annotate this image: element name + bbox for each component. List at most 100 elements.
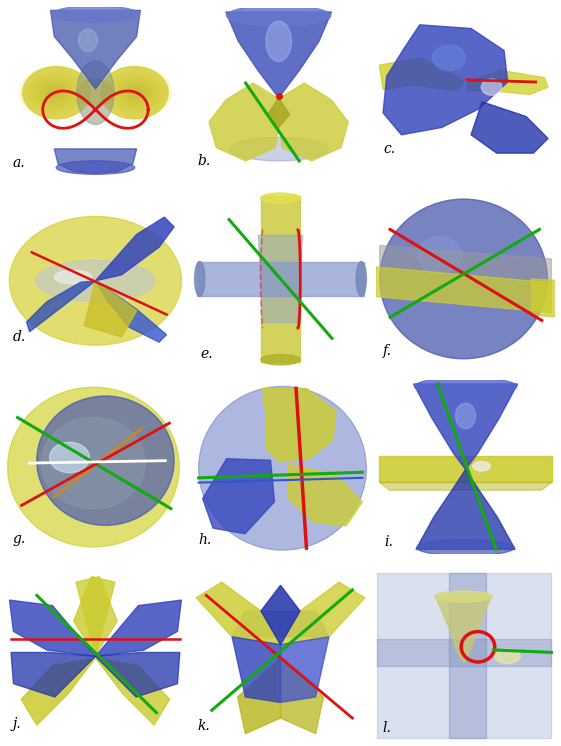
Ellipse shape (456, 403, 476, 429)
Ellipse shape (44, 86, 65, 99)
Polygon shape (76, 577, 117, 655)
Text: a.: a. (13, 156, 25, 170)
Polygon shape (416, 469, 515, 549)
Polygon shape (261, 195, 300, 362)
Polygon shape (11, 653, 95, 697)
Ellipse shape (125, 84, 149, 101)
Polygon shape (95, 653, 180, 697)
Ellipse shape (56, 161, 135, 175)
Ellipse shape (109, 73, 164, 113)
Ellipse shape (38, 81, 71, 104)
Polygon shape (232, 637, 280, 703)
Polygon shape (288, 464, 362, 526)
Ellipse shape (417, 540, 514, 556)
Ellipse shape (43, 85, 66, 100)
Polygon shape (203, 459, 274, 533)
Polygon shape (379, 456, 552, 482)
Ellipse shape (41, 84, 67, 102)
Text: b.: b. (198, 154, 211, 169)
Text: k.: k. (198, 719, 210, 733)
Ellipse shape (47, 87, 62, 98)
Ellipse shape (266, 21, 292, 61)
Polygon shape (449, 572, 486, 738)
Text: g.: g. (13, 532, 26, 546)
Ellipse shape (24, 71, 85, 115)
Ellipse shape (103, 68, 170, 117)
Ellipse shape (473, 462, 490, 471)
Polygon shape (379, 58, 464, 91)
Polygon shape (95, 600, 181, 656)
Polygon shape (279, 83, 348, 161)
Polygon shape (21, 658, 95, 725)
Ellipse shape (22, 69, 86, 116)
Polygon shape (50, 10, 140, 89)
Polygon shape (95, 217, 174, 280)
Ellipse shape (79, 29, 97, 51)
Ellipse shape (261, 354, 300, 365)
Polygon shape (84, 280, 137, 337)
Ellipse shape (49, 90, 59, 95)
Ellipse shape (433, 45, 466, 71)
Polygon shape (378, 572, 551, 738)
Polygon shape (95, 280, 167, 342)
Ellipse shape (131, 90, 142, 96)
Ellipse shape (23, 66, 90, 119)
Ellipse shape (117, 78, 157, 107)
Text: j.: j. (13, 717, 21, 731)
Polygon shape (196, 582, 280, 645)
Ellipse shape (199, 386, 366, 550)
Text: l.: l. (383, 721, 392, 735)
Ellipse shape (127, 87, 146, 98)
Ellipse shape (435, 591, 493, 602)
Ellipse shape (227, 5, 331, 26)
Ellipse shape (79, 80, 112, 106)
Polygon shape (73, 577, 115, 655)
Ellipse shape (101, 66, 172, 119)
Polygon shape (232, 611, 329, 637)
Ellipse shape (107, 71, 167, 115)
Polygon shape (413, 384, 517, 469)
Ellipse shape (415, 377, 517, 395)
Ellipse shape (481, 79, 502, 95)
Ellipse shape (495, 649, 520, 663)
Ellipse shape (121, 82, 152, 104)
Polygon shape (380, 245, 551, 283)
Ellipse shape (116, 78, 157, 107)
Text: d.: d. (13, 330, 26, 344)
Ellipse shape (77, 61, 114, 125)
Ellipse shape (37, 396, 174, 525)
Ellipse shape (105, 69, 168, 116)
Ellipse shape (114, 76, 159, 109)
Ellipse shape (20, 67, 89, 118)
Polygon shape (10, 600, 95, 656)
Ellipse shape (10, 216, 182, 345)
Ellipse shape (229, 137, 328, 161)
Ellipse shape (107, 72, 166, 114)
Ellipse shape (29, 75, 79, 111)
Ellipse shape (36, 81, 72, 105)
Ellipse shape (111, 74, 163, 112)
Polygon shape (531, 279, 559, 317)
Ellipse shape (21, 68, 88, 117)
Ellipse shape (115, 77, 158, 108)
Polygon shape (280, 582, 365, 645)
Polygon shape (237, 658, 280, 733)
Ellipse shape (42, 417, 145, 509)
Ellipse shape (118, 80, 155, 106)
Ellipse shape (49, 442, 89, 473)
Ellipse shape (126, 85, 148, 100)
Polygon shape (209, 83, 279, 161)
Polygon shape (258, 236, 303, 322)
Ellipse shape (104, 69, 169, 116)
Polygon shape (467, 70, 548, 95)
Ellipse shape (128, 87, 145, 98)
Ellipse shape (23, 69, 86, 116)
Ellipse shape (102, 67, 171, 118)
Polygon shape (378, 639, 551, 666)
Text: i.: i. (385, 535, 394, 549)
Ellipse shape (261, 193, 300, 204)
Polygon shape (280, 658, 324, 733)
Ellipse shape (48, 90, 60, 96)
Ellipse shape (123, 84, 150, 102)
Polygon shape (435, 597, 491, 662)
